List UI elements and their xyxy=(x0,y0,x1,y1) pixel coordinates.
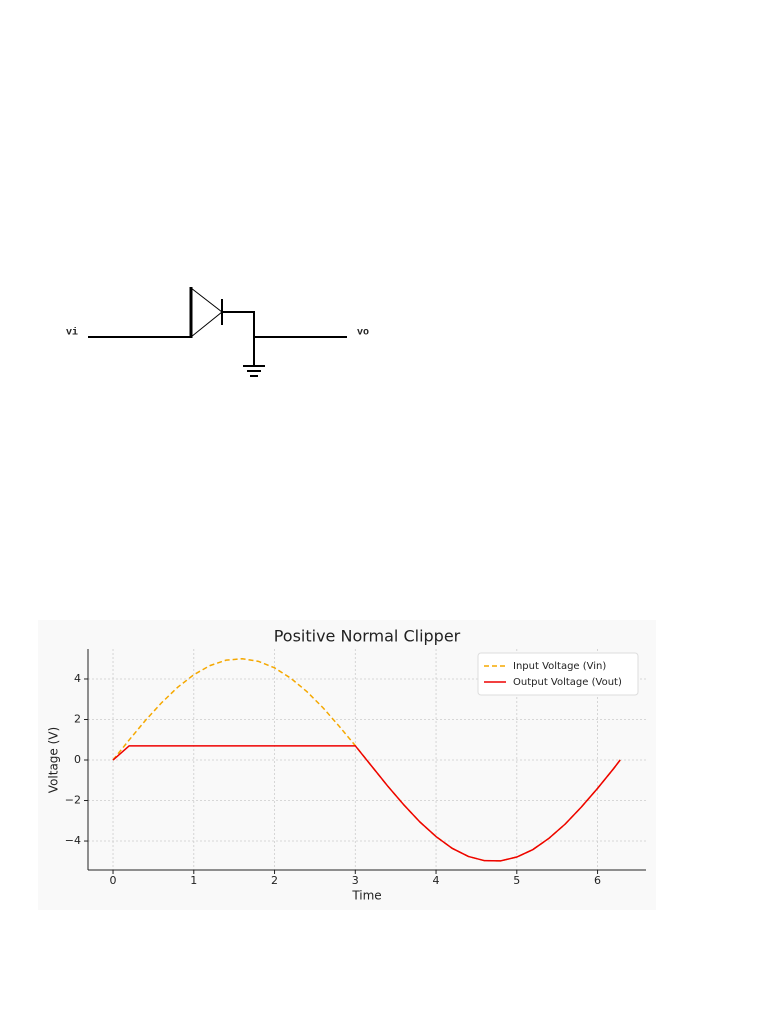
legend-box xyxy=(477,652,639,696)
x-tick-label: 3 xyxy=(352,874,359,887)
x-tick-label: 5 xyxy=(513,874,520,887)
diode xyxy=(190,286,223,339)
output-label: vo xyxy=(357,328,369,339)
y-tick-label: 4 xyxy=(74,672,81,685)
wire xyxy=(222,311,255,366)
input-label: vi xyxy=(66,327,78,339)
x-tick-label: 4 xyxy=(433,874,440,887)
data-line xyxy=(112,745,621,862)
circuit-diagram xyxy=(88,286,347,377)
y-tick-label: −4 xyxy=(65,834,81,847)
y-tick-label: 0 xyxy=(74,753,81,766)
y-axis-label: Voltage (V) xyxy=(47,727,61,793)
y-tick-label: 2 xyxy=(74,712,81,725)
x-tick-label: 6 xyxy=(594,874,601,887)
legend-label: Output Voltage (Vout) xyxy=(513,677,622,688)
y-tick-label: −2 xyxy=(65,794,81,807)
x-tick-label: 1 xyxy=(190,874,197,887)
chart-title: Positive Normal Clipper xyxy=(274,627,461,646)
x-tick-label: 2 xyxy=(271,874,278,887)
x-tick-label: 0 xyxy=(110,874,117,887)
x-axis-label: Time xyxy=(351,889,381,903)
legend-label: Input Voltage (Vin) xyxy=(513,661,606,672)
